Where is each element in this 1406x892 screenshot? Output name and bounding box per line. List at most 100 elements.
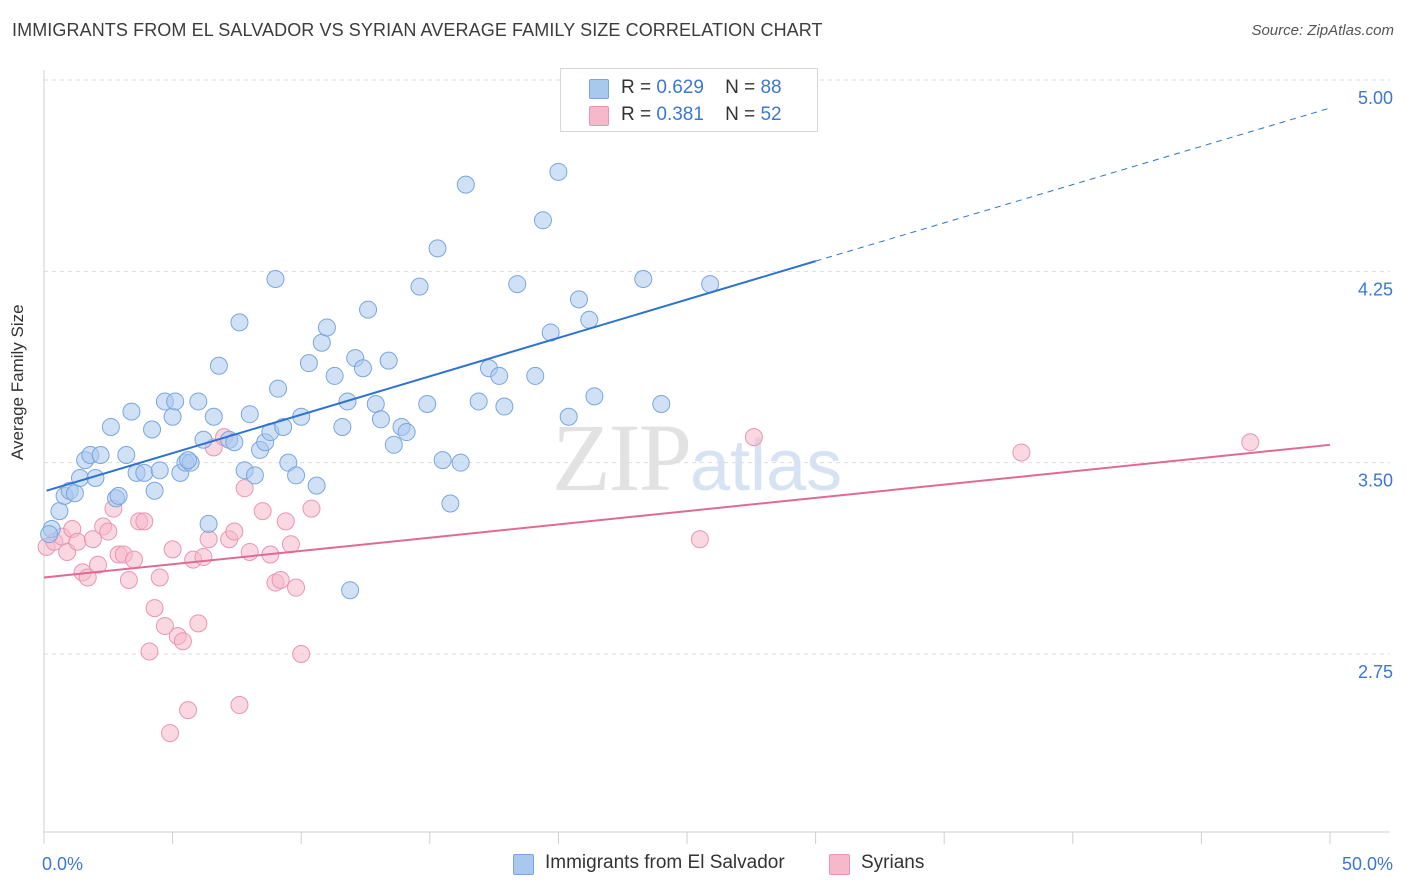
y-axis-label: Average Family Size bbox=[8, 304, 27, 460]
data-point bbox=[526, 366, 545, 385]
correlation-legend: R = 0.629 N = 88 R = 0.381 N = 52 bbox=[560, 68, 818, 132]
data-point bbox=[117, 446, 136, 465]
data-point bbox=[312, 333, 331, 352]
data-point bbox=[166, 392, 185, 411]
data-point bbox=[652, 394, 671, 413]
data-point bbox=[428, 239, 447, 258]
data-point bbox=[135, 512, 154, 531]
trend-lines bbox=[43, 107, 1331, 579]
data-point bbox=[1012, 443, 1031, 462]
data-point bbox=[240, 405, 259, 424]
data-point bbox=[173, 632, 192, 651]
data-point bbox=[366, 394, 385, 413]
legend-n-value: 52 bbox=[760, 104, 782, 125]
watermark-atlas: atlas bbox=[690, 426, 843, 506]
data-point bbox=[194, 548, 213, 567]
data-point bbox=[209, 356, 228, 375]
legend-r-label: R = bbox=[621, 77, 652, 98]
legend-r-label: R = bbox=[621, 104, 652, 125]
data-point bbox=[189, 392, 208, 411]
data-point bbox=[101, 417, 120, 436]
legend-r-value: 0.381 bbox=[656, 104, 704, 125]
legend-label-syrians: Syrians bbox=[861, 852, 925, 873]
legend-n-value: 88 bbox=[760, 77, 782, 98]
data-point bbox=[65, 484, 84, 503]
data-point bbox=[122, 402, 141, 421]
watermark: ZIPatlas bbox=[552, 402, 842, 513]
data-point bbox=[119, 571, 138, 590]
data-point bbox=[302, 499, 321, 518]
chart-title: IMMIGRANTS FROM EL SALVADOR VS SYRIAN AV… bbox=[12, 20, 823, 40]
y-tick-label: 2.75 bbox=[1358, 662, 1393, 682]
series-syrians bbox=[37, 428, 1260, 743]
data-point bbox=[307, 476, 326, 495]
legend-label-el-salvador: Immigrants from El Salvador bbox=[545, 852, 785, 873]
trend-line-el-salvador-projection bbox=[815, 107, 1331, 262]
axes bbox=[43, 70, 1390, 844]
data-point bbox=[281, 535, 300, 554]
data-point bbox=[1241, 433, 1260, 452]
data-point bbox=[495, 397, 514, 416]
data-point bbox=[418, 394, 437, 413]
data-point bbox=[274, 417, 293, 436]
data-point bbox=[559, 407, 578, 426]
data-point bbox=[150, 461, 169, 480]
data-point bbox=[585, 387, 604, 406]
trend-line-el-salvador bbox=[46, 260, 816, 492]
data-point bbox=[179, 701, 198, 720]
series-el-salvador bbox=[40, 162, 720, 600]
data-point bbox=[266, 269, 285, 288]
y-tick-label: 3.50 bbox=[1358, 471, 1393, 491]
x-tick-label: 0.0% bbox=[42, 854, 83, 874]
data-point bbox=[469, 392, 488, 411]
data-point bbox=[433, 451, 452, 470]
data-point bbox=[634, 269, 653, 288]
legend-n-label: N = bbox=[725, 77, 756, 98]
data-point bbox=[50, 502, 69, 521]
legend-n-label: N = bbox=[725, 104, 756, 125]
data-point bbox=[240, 542, 259, 561]
data-point bbox=[690, 530, 709, 549]
data-point bbox=[245, 466, 264, 485]
data-point bbox=[89, 555, 108, 574]
data-point bbox=[230, 696, 249, 715]
data-point bbox=[225, 522, 244, 541]
data-point bbox=[199, 514, 218, 533]
data-point bbox=[143, 420, 162, 439]
data-point bbox=[569, 290, 588, 309]
data-point bbox=[276, 512, 295, 531]
legend-swatch-pink bbox=[589, 106, 609, 126]
data-point bbox=[580, 310, 599, 329]
data-point bbox=[230, 313, 249, 332]
y-tick-label: 5.00 bbox=[1358, 88, 1393, 108]
data-point bbox=[271, 571, 290, 590]
data-point bbox=[333, 417, 352, 436]
y-tick-label: 4.25 bbox=[1358, 279, 1393, 299]
data-point bbox=[161, 724, 180, 743]
data-point bbox=[204, 407, 223, 426]
data-point bbox=[359, 300, 378, 319]
data-point bbox=[269, 379, 288, 398]
data-point bbox=[199, 530, 218, 549]
data-point bbox=[179, 451, 198, 470]
data-point bbox=[163, 407, 182, 426]
data-point bbox=[508, 275, 527, 294]
data-point bbox=[194, 430, 213, 449]
data-point bbox=[299, 354, 318, 373]
data-point bbox=[140, 642, 159, 661]
data-point bbox=[441, 494, 460, 513]
data-point bbox=[83, 530, 102, 549]
data-point bbox=[125, 550, 144, 569]
data-point bbox=[549, 162, 568, 181]
data-point bbox=[341, 581, 360, 600]
tick-labels: 2.75 3.50 4.25 5.00 0.0% 50.0% bbox=[42, 88, 1393, 874]
data-point bbox=[397, 423, 416, 442]
legend-swatch-blue bbox=[513, 854, 534, 875]
data-point bbox=[150, 568, 169, 587]
data-point bbox=[384, 435, 403, 454]
source-label: Source: ZipAtlas.com bbox=[1251, 22, 1394, 39]
data-point bbox=[490, 366, 509, 385]
data-point bbox=[68, 532, 87, 551]
data-point bbox=[456, 175, 475, 194]
